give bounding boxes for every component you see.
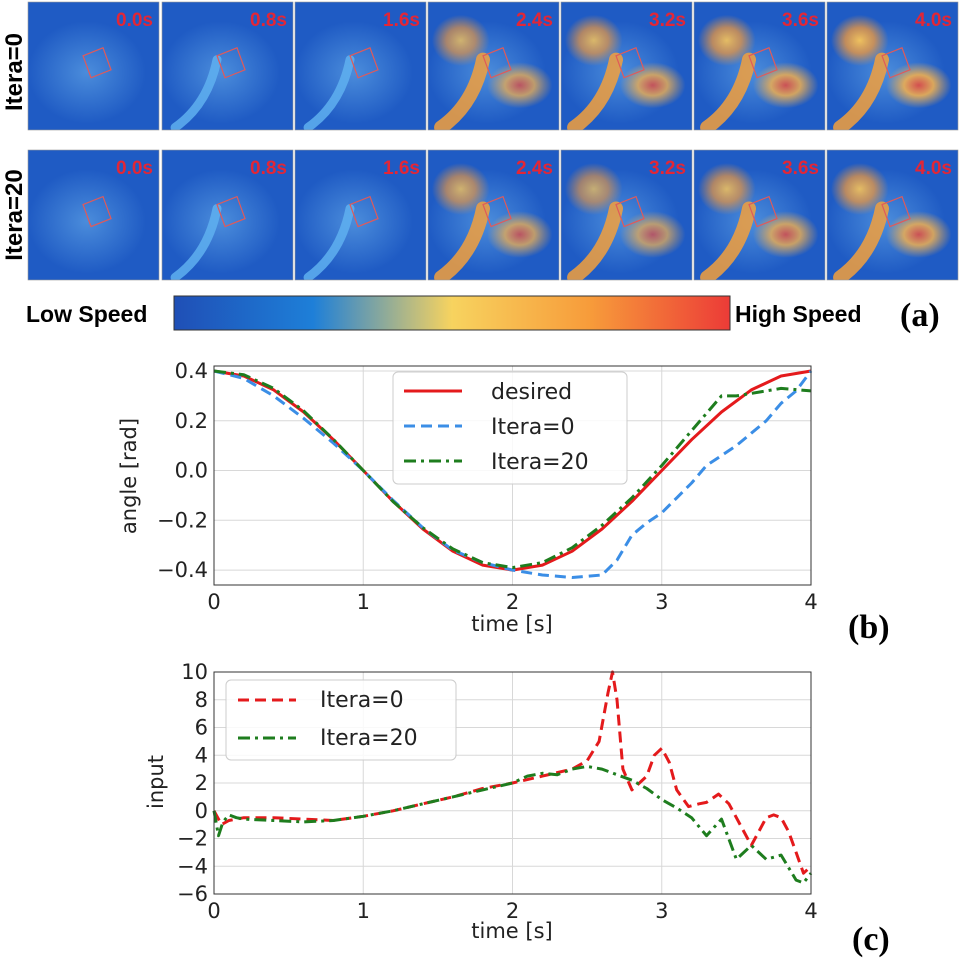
plot-frame (213, 671, 812, 895)
x-tick-label: 0 (207, 590, 220, 614)
x-tick-label: 2 (506, 590, 519, 614)
panel-b-angle-chart: 0 1 2 3 4 0.4 0.2 0.0 −0.2 −0.4 time [s] angle [r… (117, 359, 890, 646)
x-axis-label: time [s] (471, 919, 552, 943)
series-line-itera20 (213, 369, 812, 570)
legend-label-itera20: Itera=20 (320, 726, 418, 751)
y-tick-label: 0.0 (175, 459, 208, 483)
snapshot-tile: 4.0s (826, 149, 959, 281)
snapshot-tile: 1.6s (294, 149, 427, 281)
y-tick-label: 10 (181, 660, 208, 684)
row-label-itera0: Itera=0 (1, 33, 28, 111)
y-tick-label: 6 (195, 716, 208, 740)
snapshot-tile: 0.0s (27, 149, 160, 281)
y-tick-label: 0.2 (175, 409, 208, 433)
panel-a-letter: (a) (900, 297, 940, 334)
panel-b-letter: (b) (848, 609, 890, 646)
snapshot-tile: 2.4s (427, 1, 560, 131)
snapshot-tile: 3.6s (693, 1, 826, 131)
x-axis-label: time [s] (471, 612, 552, 636)
x-tick-label: 2 (506, 899, 519, 923)
legend-box (225, 679, 457, 761)
y-tick-label: 4 (195, 743, 208, 767)
panel-c-letter: (c) (852, 921, 890, 958)
x-tick-label: 4 (804, 899, 817, 923)
x-tick-label: 0 (207, 899, 220, 923)
colorbar-high-label: High Speed (735, 301, 862, 327)
legend: desired Itera=0 Itera=20 (392, 371, 628, 485)
y-tick-label: 0 (195, 799, 208, 823)
panel-c-input-chart: 0 1 2 3 4 10 8 6 4 2 0 −2 −4 −6 time [s] input Itera=… (144, 660, 890, 958)
legend-label-itera0: Itera=0 (491, 415, 575, 440)
time-stamp-label: 1.6s (383, 158, 420, 179)
colorbar-low-label: Low Speed (26, 301, 147, 327)
time-stamp-label: 0.8s (250, 158, 287, 179)
y-tick-label: −0.2 (157, 508, 208, 532)
x-tick-label: 1 (357, 899, 370, 923)
y-axis-label: input (144, 755, 168, 809)
y-tick-label: −6 (177, 882, 208, 906)
time-stamp-label: 4.0s (915, 10, 952, 31)
time-stamp-label: 3.6s (782, 158, 819, 179)
snapshot-tile: 4.0s (826, 1, 959, 131)
x-tick-label: 3 (655, 590, 668, 614)
legend-label-desired: desired (491, 380, 572, 405)
y-tick-label: −2 (177, 827, 208, 851)
x-tick-label: 4 (804, 590, 817, 614)
time-stamp-label: 2.4s (516, 158, 553, 179)
series-line-itera0 (213, 369, 813, 579)
snapshot-tile: 0.0s (27, 1, 160, 131)
time-stamp-label: 3.2s (649, 10, 686, 31)
y-tick-label: 2 (195, 771, 208, 795)
x-tick-label: 3 (655, 899, 668, 923)
snapshot-tile: 0.8s (161, 149, 294, 281)
snapshot-tile: 3.2s (560, 1, 693, 131)
time-stamp-label: 0.0s (116, 158, 153, 179)
y-tick-label: −4 (177, 854, 208, 878)
y-tick-label: 0.4 (175, 359, 208, 383)
panel-a-snapshots: Itera=0 Itera=20 0.0s 0.8s 1.6s 2.4s 3.2s 3.6… (1, 1, 959, 334)
time-stamp-label: 4.0s (915, 158, 952, 179)
snapshot-tile: 3.2s (560, 149, 693, 281)
y-axis-label: angle [rad] (117, 418, 141, 534)
legend-label-itera0: Itera=0 (320, 688, 404, 713)
snapshot-tile: 0.8s (161, 1, 294, 131)
y-tick-label: 8 (195, 688, 208, 712)
row-label-itera20: Itera=20 (1, 169, 28, 260)
colorbar-gradient (173, 295, 731, 331)
legend: Itera=0 Itera=20 (225, 679, 457, 761)
y-tick-label: −0.4 (157, 558, 208, 582)
legend-label-itera20: Itera=20 (491, 450, 589, 475)
time-stamp-label: 3.2s (649, 158, 686, 179)
x-tick-label: 1 (357, 590, 370, 614)
time-stamp-label: 0.0s (116, 10, 153, 31)
legend-box (392, 371, 628, 485)
snapshot-tile: 2.4s (427, 149, 560, 281)
time-stamp-label: 3.6s (782, 10, 819, 31)
time-stamp-label: 0.8s (250, 10, 287, 31)
colorbar: Low Speed High Speed (26, 295, 862, 331)
time-stamp-label: 1.6s (383, 10, 420, 31)
snapshot-tile: 1.6s (294, 1, 427, 131)
plot-frame (213, 365, 812, 586)
time-stamp-label: 2.4s (516, 10, 553, 31)
snapshot-tile: 3.6s (693, 149, 826, 281)
